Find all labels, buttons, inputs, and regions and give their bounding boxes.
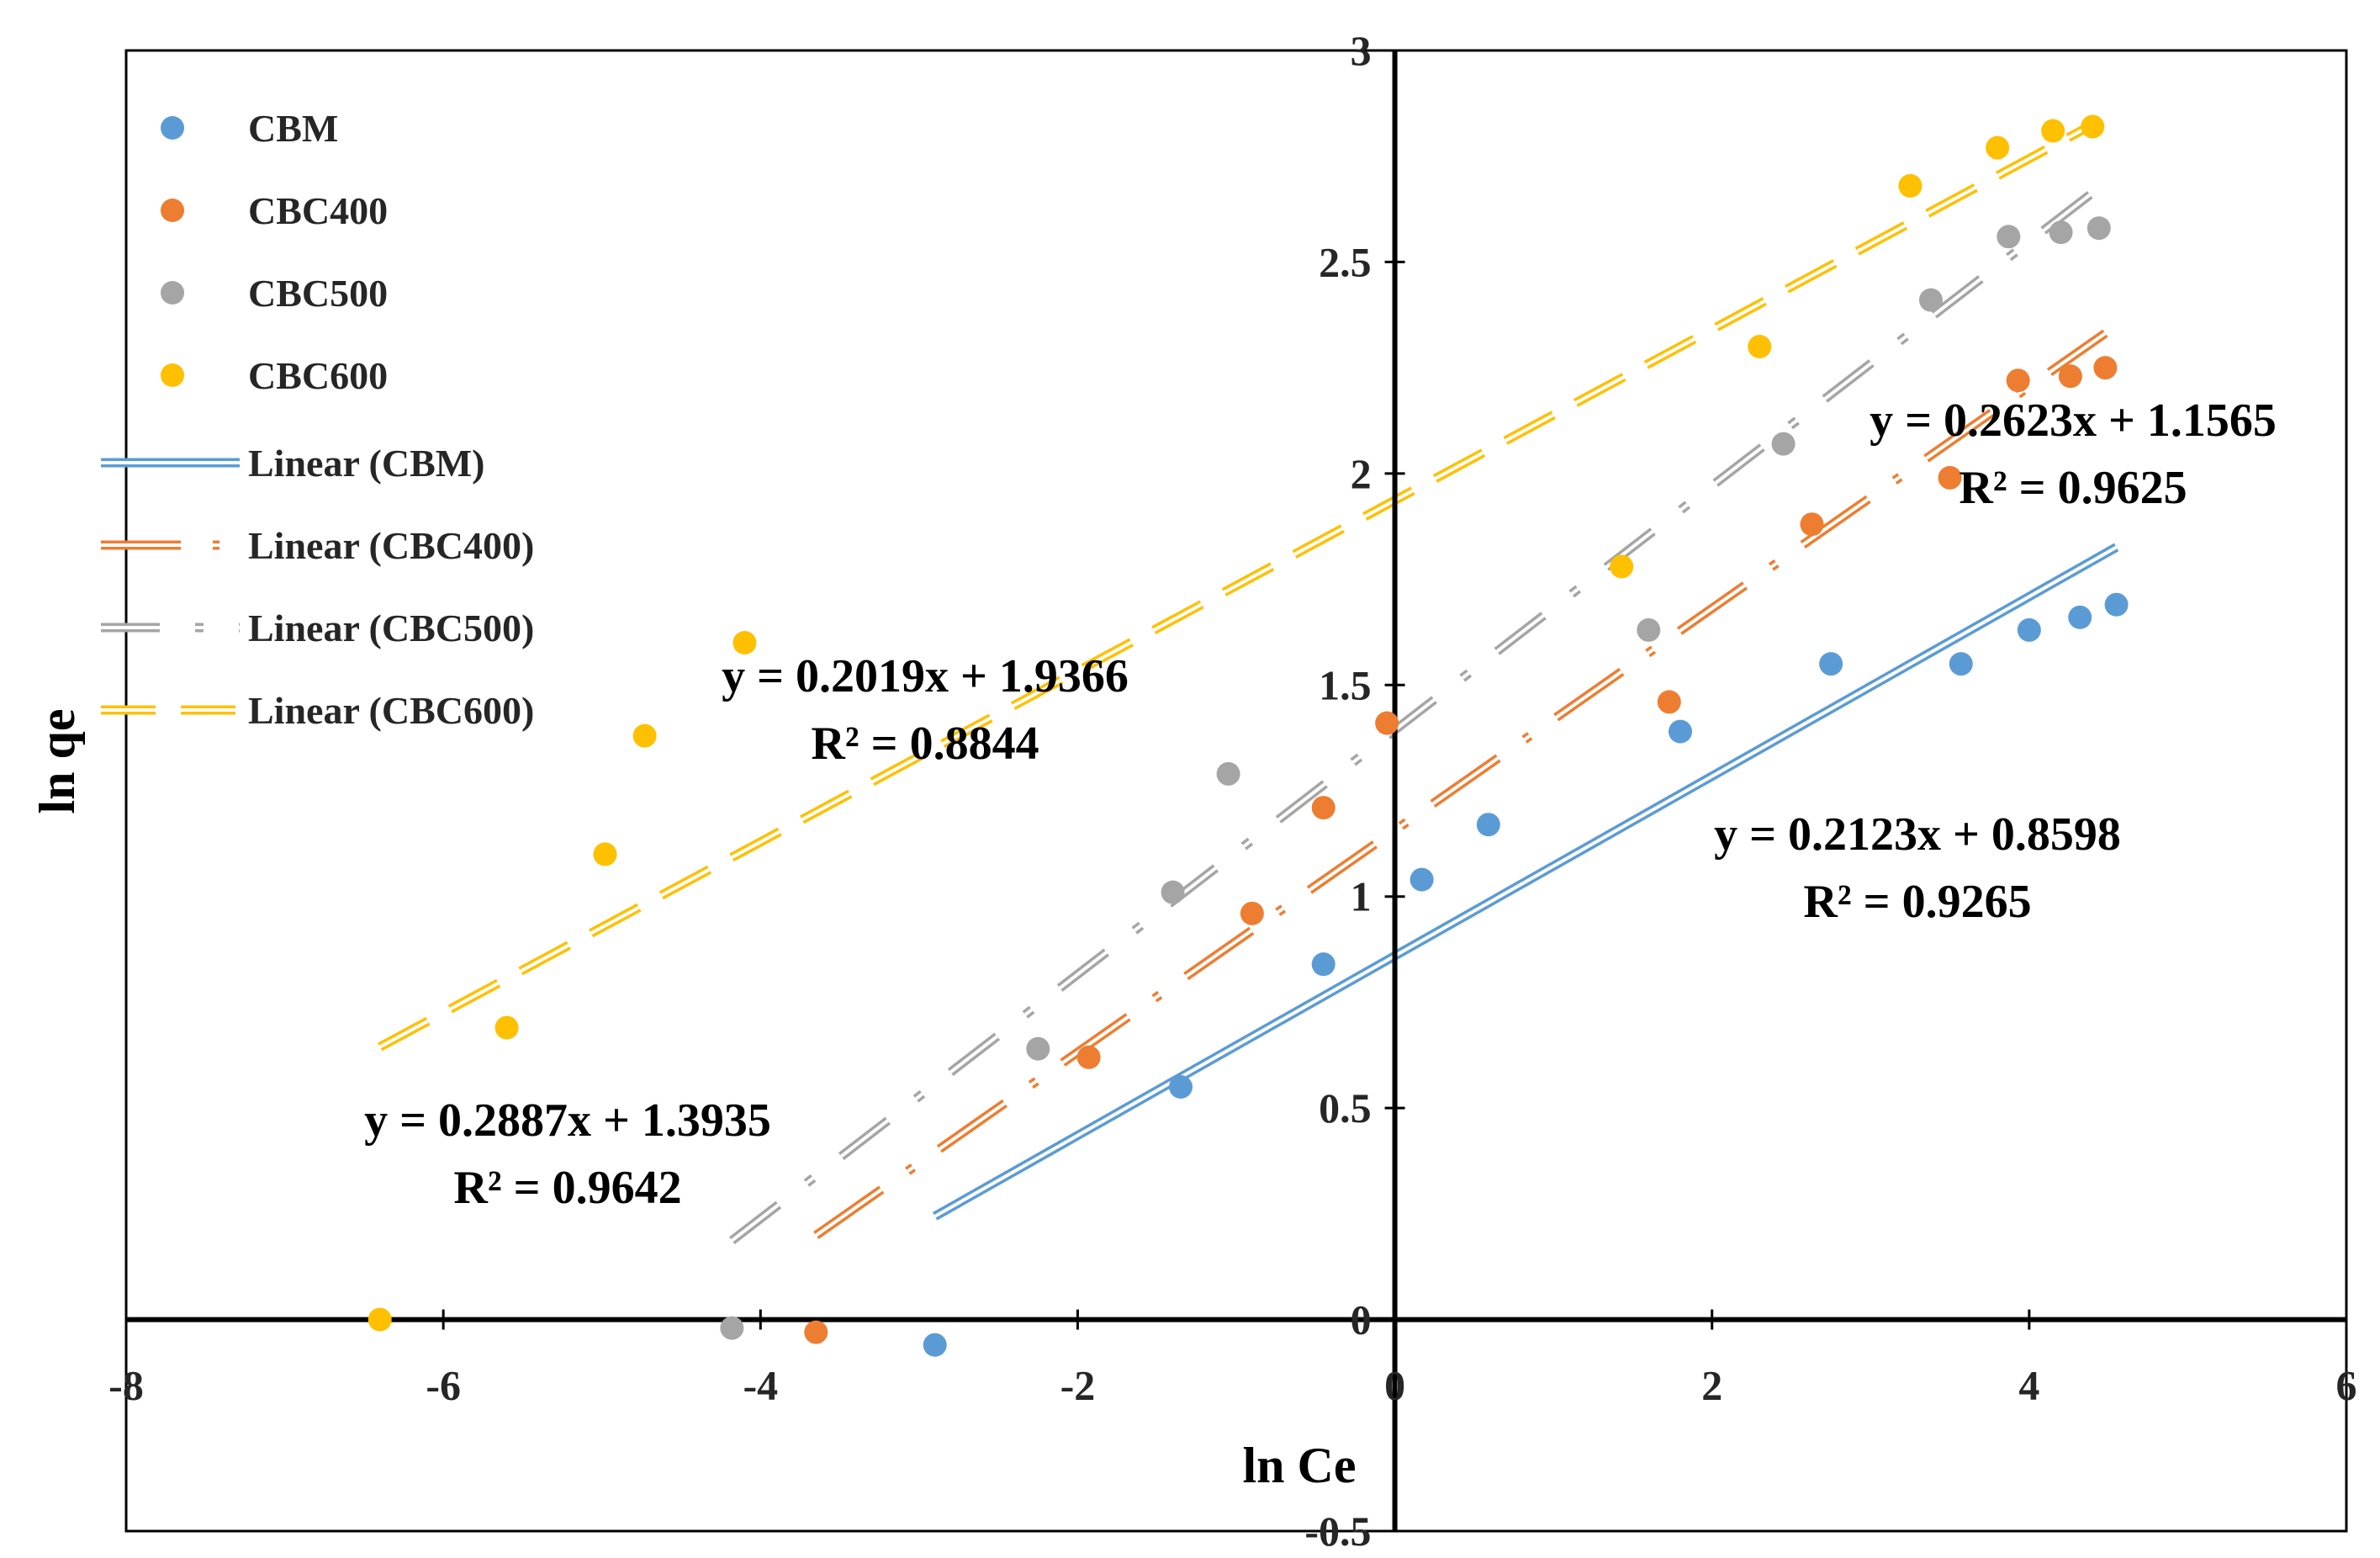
point-cbc400 xyxy=(1800,512,1824,537)
point-cbc400 xyxy=(2093,356,2118,380)
legend-label-cbc400: CBC400 xyxy=(248,189,388,232)
plot-frame xyxy=(124,49,2348,1533)
y-tick-label: 0.5 xyxy=(1319,1084,1372,1131)
point-cbc500 xyxy=(1918,288,1943,312)
x-axis-title: ln Ce xyxy=(1243,1438,1357,1493)
point-cbc500 xyxy=(2049,220,2073,245)
point-cbc600 xyxy=(2081,114,2105,139)
point-cbc600 xyxy=(1898,173,1923,198)
point-cbm xyxy=(2104,592,2129,617)
point-cbc400 xyxy=(1240,901,1264,925)
point-cbc600 xyxy=(593,842,617,866)
legend-marker-cbc500 xyxy=(161,281,184,305)
point-cbc500 xyxy=(1026,1036,1050,1061)
x-tick-label: -8 xyxy=(108,1362,144,1409)
legend-label-linear-cbc600: Linear (CBC600) xyxy=(248,689,534,732)
r2-cbm: R² = 0.9265 xyxy=(1803,876,2031,928)
trendline-cbc600 xyxy=(378,120,2095,1052)
point-cbm xyxy=(1169,1075,1193,1099)
y-tick-label: 3 xyxy=(1351,27,1372,74)
point-cbc400 xyxy=(1076,1045,1101,1069)
x-tick-label: -6 xyxy=(426,1362,461,1409)
point-cbc400 xyxy=(2058,364,2082,389)
point-cbm xyxy=(1949,652,1973,676)
point-cbm xyxy=(2017,617,2041,642)
legend-marker-cbc400 xyxy=(161,199,184,222)
y-tick-label: -0.5 xyxy=(1304,1508,1371,1555)
point-cbm xyxy=(2068,605,2092,629)
legend-label-linear-cbm: Linear (CBM) xyxy=(248,442,485,485)
point-cbm xyxy=(1819,652,1843,676)
x-tick-label: 6 xyxy=(2336,1362,2357,1409)
y-tick-label: 0 xyxy=(1351,1296,1372,1343)
x-tick-label: 0 xyxy=(1384,1362,1405,1409)
point-cbc400 xyxy=(1311,796,1335,820)
point-cbm xyxy=(1476,813,1500,837)
r2-cbc500: R² = 0.9642 xyxy=(453,1162,681,1214)
legend-label-cbc600: CBC600 xyxy=(248,354,388,397)
point-cbc400 xyxy=(804,1320,828,1344)
trendline-cbm xyxy=(933,543,2119,1221)
x-tick-label: -2 xyxy=(1060,1362,1096,1409)
point-cbm xyxy=(923,1333,947,1357)
point-cbc500 xyxy=(2086,216,2111,241)
trendline-cbc500 xyxy=(728,183,2102,1245)
legend-label-cbc500: CBC500 xyxy=(248,272,388,315)
y-tick-label: 1.5 xyxy=(1319,661,1372,708)
point-cbc500 xyxy=(1216,761,1240,786)
legend-label-linear-cbc400: Linear (CBC400) xyxy=(248,524,534,567)
point-cbc600 xyxy=(1610,554,1634,579)
equation-cbc500: y = 0.2887x + 1.3935 xyxy=(364,1094,771,1147)
r2-cbc600: R² = 0.8844 xyxy=(811,718,1039,770)
point-cbc400 xyxy=(1938,465,1962,490)
point-cbm xyxy=(1669,719,1692,744)
point-cbc400 xyxy=(1375,711,1399,735)
point-cbc600 xyxy=(1748,335,1772,358)
point-cbc400 xyxy=(1657,690,1681,714)
point-cbc500 xyxy=(1997,225,2021,249)
point-cbc600 xyxy=(1986,135,2010,160)
legend-marker-cbm xyxy=(161,116,184,140)
point-cbm xyxy=(1311,952,1335,977)
point-cbc500 xyxy=(1161,880,1185,904)
point-cbc500 xyxy=(1637,617,1661,642)
point-cbc400 xyxy=(2006,368,2030,393)
y-tick-label: 2.5 xyxy=(1319,238,1372,285)
legend-label-cbm: CBM xyxy=(248,107,338,150)
y-axis-title: ln qe xyxy=(29,708,85,813)
y-tick-label: 1 xyxy=(1351,873,1372,920)
point-cbc500 xyxy=(720,1316,744,1340)
x-tick-label: 2 xyxy=(1701,1362,1722,1409)
trendline-cbc400 xyxy=(813,329,2108,1239)
legend-marker-cbc600 xyxy=(161,363,184,387)
legend-label-linear-cbc500: Linear (CBC500) xyxy=(248,607,534,649)
equation-cbc600: y = 0.2019x + 1.9366 xyxy=(722,650,1129,702)
x-tick-label: -4 xyxy=(743,1362,778,1409)
point-cbc600 xyxy=(733,631,757,654)
point-cbc600 xyxy=(632,723,657,748)
legend: CBM CBC400 CBC500 CBC600 Linear (CBM) Li… xyxy=(101,107,534,732)
point-cbc600 xyxy=(2041,119,2065,143)
x-tick-label: 4 xyxy=(2018,1362,2039,1409)
equation-cbc400: y = 0.2623x + 1.1565 xyxy=(1870,395,2277,447)
point-cbm xyxy=(1409,867,1434,892)
point-cbc600 xyxy=(368,1307,392,1332)
y-tick-label: 2 xyxy=(1351,450,1372,497)
point-cbc600 xyxy=(495,1015,519,1040)
point-cbc500 xyxy=(1771,432,1796,456)
equation-cbm: y = 0.2123x + 0.8598 xyxy=(1714,808,2121,861)
r2-cbc400: R² = 0.9625 xyxy=(1959,462,2187,514)
